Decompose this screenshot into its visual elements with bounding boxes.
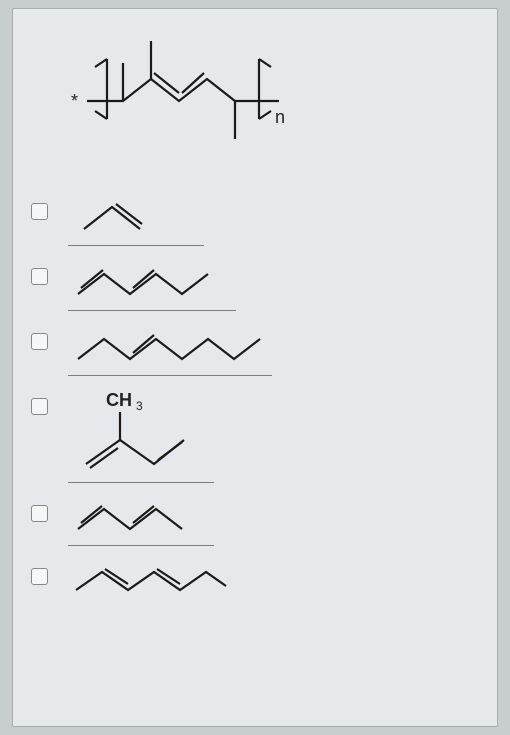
structure-opt5 <box>68 495 214 546</box>
polymer-left-label: * <box>71 91 78 111</box>
underline <box>68 375 272 376</box>
ch3-sub: 3 <box>136 399 143 413</box>
pentadiene-svg <box>68 495 204 541</box>
underline <box>68 245 204 246</box>
isoprene-svg: CH 3 <box>68 388 198 478</box>
underline <box>68 482 214 483</box>
checkbox-opt5[interactable] <box>31 505 48 522</box>
option-row <box>31 495 479 546</box>
option-row <box>31 558 479 600</box>
structure-opt6 <box>68 558 230 600</box>
structure-opt4: CH 3 <box>68 388 214 483</box>
checkbox-opt1[interactable] <box>31 203 48 220</box>
structure-opt3 <box>68 323 272 376</box>
underline <box>68 545 214 546</box>
polymer-svg: * n <box>53 23 293 163</box>
checkbox-opt2[interactable] <box>31 268 48 285</box>
option-row: CH 3 <box>31 388 479 483</box>
checkbox-opt4[interactable] <box>31 398 48 415</box>
polymer-structure: * n <box>53 23 293 163</box>
structure-opt2 <box>68 258 236 311</box>
hexadiene-b-svg <box>68 558 230 600</box>
page-frame: * n <box>12 8 498 727</box>
structure-opt1 <box>68 193 204 246</box>
underline <box>68 310 236 311</box>
option-row <box>31 323 479 376</box>
hexadiene-a-svg <box>68 258 228 306</box>
ch3-label: CH <box>106 390 132 410</box>
polymer-right-label: n <box>275 107 285 127</box>
options-list: CH 3 <box>31 193 479 600</box>
hexene-svg <box>68 323 268 371</box>
propene-svg <box>68 193 168 241</box>
checkbox-opt3[interactable] <box>31 333 48 350</box>
checkbox-opt6[interactable] <box>31 568 48 585</box>
option-row <box>31 258 479 311</box>
option-row <box>31 193 479 246</box>
